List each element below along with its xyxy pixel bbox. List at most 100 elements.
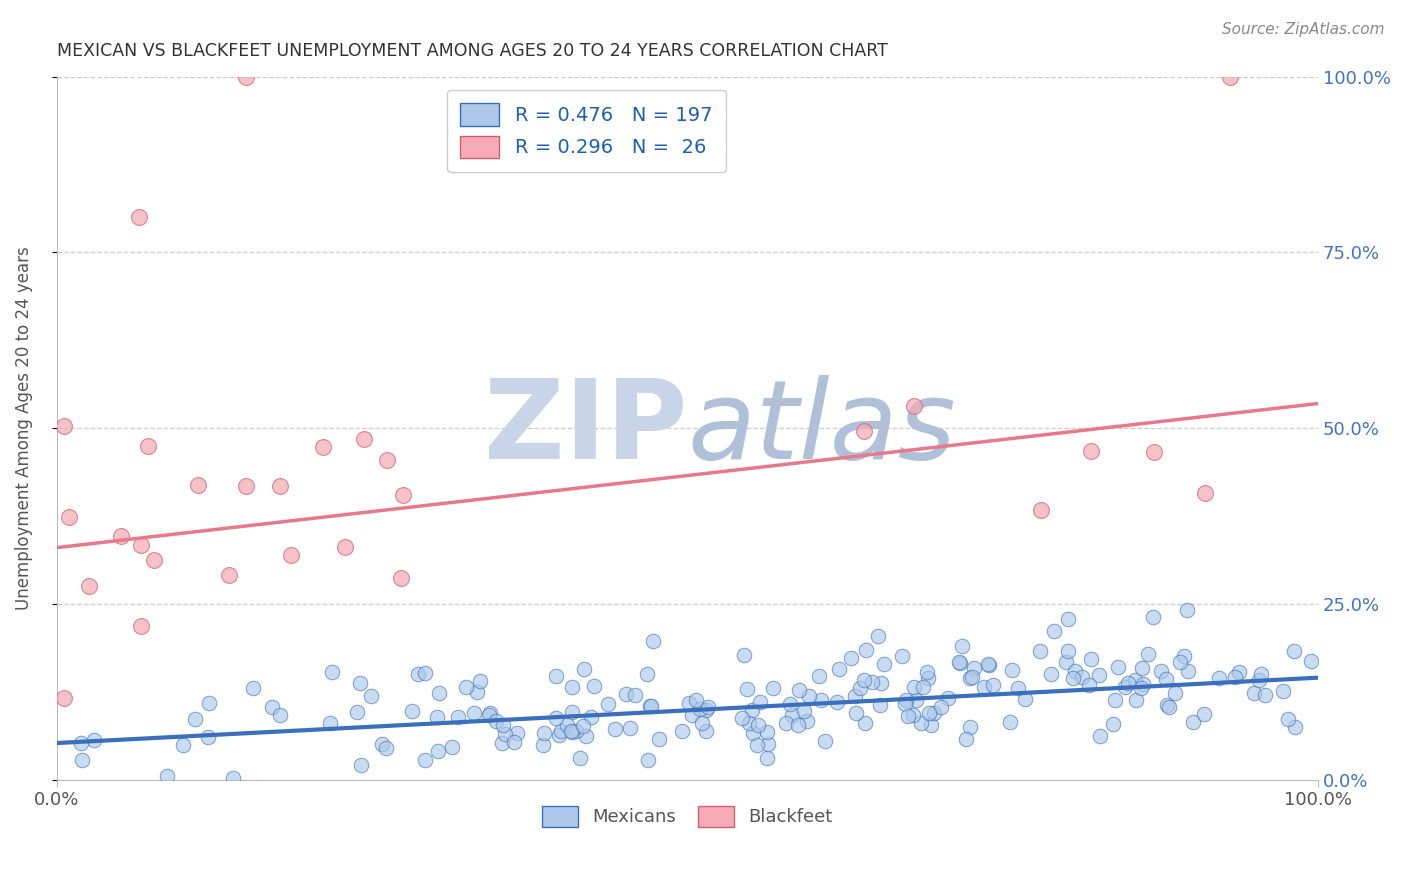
Point — [640, 699, 662, 714]
Point — [641, 634, 664, 648]
Point — [1042, 624, 1064, 638]
Point — [936, 690, 959, 705]
Point — [1154, 673, 1177, 687]
Point — [1164, 686, 1187, 700]
Point — [346, 705, 368, 719]
Point — [128, 210, 150, 224]
Point — [218, 567, 240, 582]
Point — [503, 735, 526, 749]
Point — [242, 681, 264, 696]
Point — [1130, 660, 1153, 674]
Point — [561, 725, 583, 739]
Point — [52, 418, 75, 433]
Point — [787, 683, 810, 698]
Point — [415, 666, 437, 681]
Point — [467, 684, 489, 698]
Point — [1159, 700, 1181, 714]
Point — [827, 695, 849, 709]
Point — [814, 733, 837, 747]
Point — [478, 707, 501, 722]
Point — [756, 737, 779, 751]
Point — [546, 669, 568, 683]
Point — [565, 723, 588, 738]
Point — [463, 706, 485, 720]
Point — [1132, 677, 1154, 691]
Point — [1062, 671, 1084, 685]
Point — [1029, 644, 1052, 658]
Point — [911, 681, 934, 695]
Point — [1123, 673, 1146, 687]
Point — [1039, 667, 1062, 681]
Point — [1173, 648, 1195, 663]
Point — [775, 715, 797, 730]
Point — [745, 738, 768, 752]
Point — [479, 706, 502, 721]
Point — [948, 656, 970, 670]
Point — [741, 703, 763, 717]
Point — [427, 686, 450, 700]
Point — [596, 697, 619, 711]
Point — [235, 479, 257, 493]
Point — [1208, 671, 1230, 685]
Point — [574, 662, 596, 676]
Point — [1177, 664, 1199, 678]
Point — [53, 691, 76, 706]
Point — [638, 698, 661, 713]
Point — [1182, 715, 1205, 730]
Point — [894, 693, 917, 707]
Point — [1247, 673, 1270, 687]
Point — [187, 478, 209, 492]
Point — [897, 709, 920, 723]
Point — [260, 699, 283, 714]
Point — [950, 640, 973, 654]
Point — [862, 674, 884, 689]
Point — [531, 739, 554, 753]
Point — [1057, 643, 1080, 657]
Point — [922, 706, 945, 721]
Point — [392, 488, 415, 502]
Point — [427, 744, 450, 758]
Point — [1014, 691, 1036, 706]
Point — [870, 676, 893, 690]
Point — [869, 698, 891, 713]
Point — [389, 571, 412, 585]
Point — [575, 729, 598, 743]
Point — [319, 716, 342, 731]
Point — [845, 706, 868, 721]
Point — [1142, 610, 1164, 624]
Point — [1219, 70, 1241, 84]
Point — [903, 680, 925, 694]
Point — [796, 714, 818, 729]
Point — [560, 724, 582, 739]
Point — [1194, 486, 1216, 500]
Point — [866, 629, 889, 643]
Point — [491, 736, 513, 750]
Point — [949, 656, 972, 670]
Point — [1250, 666, 1272, 681]
Point — [222, 771, 245, 785]
Point — [697, 699, 720, 714]
Point — [110, 529, 132, 543]
Point — [197, 731, 219, 745]
Point — [855, 643, 877, 657]
Point — [1272, 683, 1295, 698]
Point — [695, 723, 717, 738]
Point — [853, 425, 876, 439]
Point — [70, 753, 93, 767]
Point — [981, 678, 1004, 692]
Point — [735, 681, 758, 696]
Point — [1282, 644, 1305, 658]
Point — [406, 666, 429, 681]
Point — [1175, 603, 1198, 617]
Point — [375, 452, 398, 467]
Point — [401, 704, 423, 718]
Point — [1227, 665, 1250, 679]
Point — [918, 706, 941, 721]
Point — [58, 510, 80, 524]
Point — [977, 657, 1000, 671]
Point — [793, 704, 815, 718]
Point — [762, 681, 785, 695]
Point — [614, 687, 637, 701]
Point — [959, 720, 981, 734]
Point — [731, 711, 754, 725]
